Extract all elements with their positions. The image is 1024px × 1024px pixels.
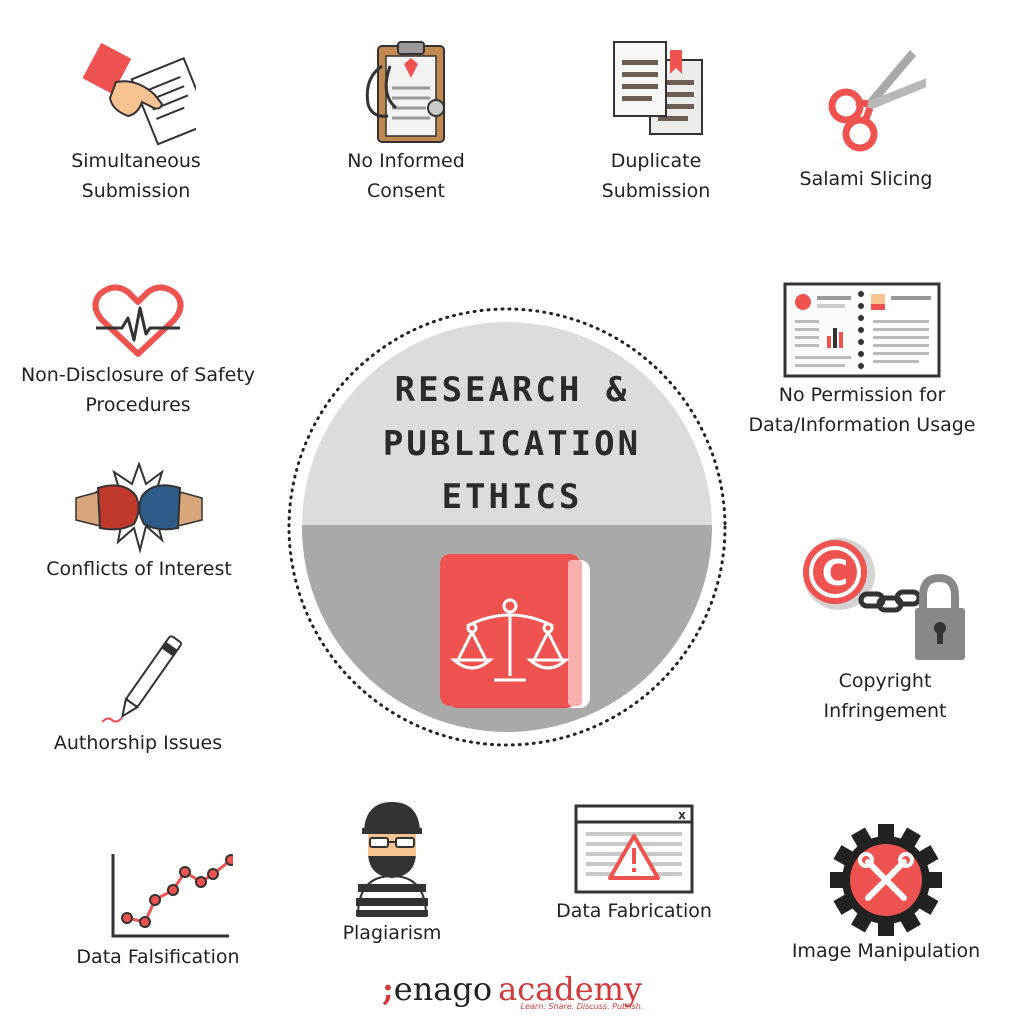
copyright-lock-icon: C xyxy=(803,538,965,660)
line-graph-icon xyxy=(111,854,233,938)
item-no-informed-consent: No Informed Consent xyxy=(306,38,506,206)
item-duplicate-submission: Duplicate Submission xyxy=(556,38,756,206)
item-label: Data Fabrication xyxy=(556,900,712,922)
item-label: Authorship Issues xyxy=(53,732,223,754)
item-label: No Informed Consent xyxy=(347,150,465,202)
center-title-line-1: RESEARCH & xyxy=(394,370,630,410)
item-simultaneous-submission: Simultaneous Submission xyxy=(36,38,236,206)
item-label: Copyright Infringement xyxy=(823,670,947,722)
boxing-gloves-icon xyxy=(75,462,203,554)
item-label: Plagiarism xyxy=(342,922,442,944)
item-data-fabrication: x Data Fabrication xyxy=(534,802,734,926)
item-label: Non-Disclosure of Safety Procedures xyxy=(20,364,256,416)
gear-tools-icon xyxy=(830,824,942,936)
item-authorship-issues: Authorship Issues xyxy=(38,628,238,758)
item-data-falsification: Data Falsification xyxy=(58,850,258,972)
svg-text:x: x xyxy=(678,808,686,822)
center-title-line-2: PUBLICATION xyxy=(382,424,642,464)
logo-semicolon: ; xyxy=(381,970,394,1008)
item-copyright-infringement: C Copyright Infringement xyxy=(770,530,1000,726)
item-conflicts-of-interest: Conflicts of Interest xyxy=(36,462,242,584)
item-label: Salami Slicing xyxy=(799,168,933,190)
heartbeat-icon xyxy=(92,284,184,357)
logo-enago: enago xyxy=(393,970,493,1008)
logo-tagline: Learn. Share. Discuss. Publish. xyxy=(520,1002,644,1011)
item-salami-slicing: Salami Slicing xyxy=(766,40,966,194)
item-label: Conflicts of Interest xyxy=(46,558,232,580)
svg-text:C: C xyxy=(822,553,848,594)
book-scales-icon xyxy=(440,554,590,708)
item-label: Data Falsification xyxy=(76,946,240,968)
burglar-icon xyxy=(356,802,428,917)
scissors-icon xyxy=(828,50,926,152)
item-no-permission: No Permission for Data/Information Usage xyxy=(742,280,982,440)
pen-icon xyxy=(101,635,182,723)
hand-document-icon xyxy=(82,42,196,146)
clipboard-stethoscope-icon xyxy=(365,41,445,143)
item-non-disclosure-safety: Non-Disclosure of Safety Procedures xyxy=(10,282,266,420)
enago-academy-logo: ;enago academy Learn. Share. Discuss. Pub… xyxy=(0,970,1024,1011)
warning-window-icon: x xyxy=(574,804,694,894)
item-label: Simultaneous Submission xyxy=(71,150,201,202)
center-title-line-3: ETHICS xyxy=(441,477,583,517)
duplicate-documents-icon xyxy=(613,41,703,135)
item-label: Duplicate Submission xyxy=(601,150,711,202)
item-label: Image Manipulation xyxy=(791,940,981,962)
item-plagiarism: Plagiarism xyxy=(292,800,492,948)
logo-academy: academy xyxy=(498,970,643,1008)
item-image-manipulation: Image Manipulation xyxy=(776,824,996,966)
item-label: No Permission for Data/Information Usage xyxy=(748,384,976,436)
open-notebook-icon xyxy=(783,282,941,378)
